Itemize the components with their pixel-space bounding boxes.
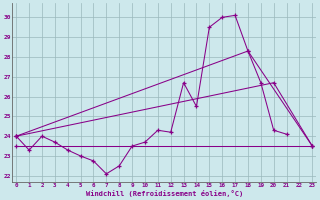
X-axis label: Windchill (Refroidissement éolien,°C): Windchill (Refroidissement éolien,°C) — [86, 190, 243, 197]
